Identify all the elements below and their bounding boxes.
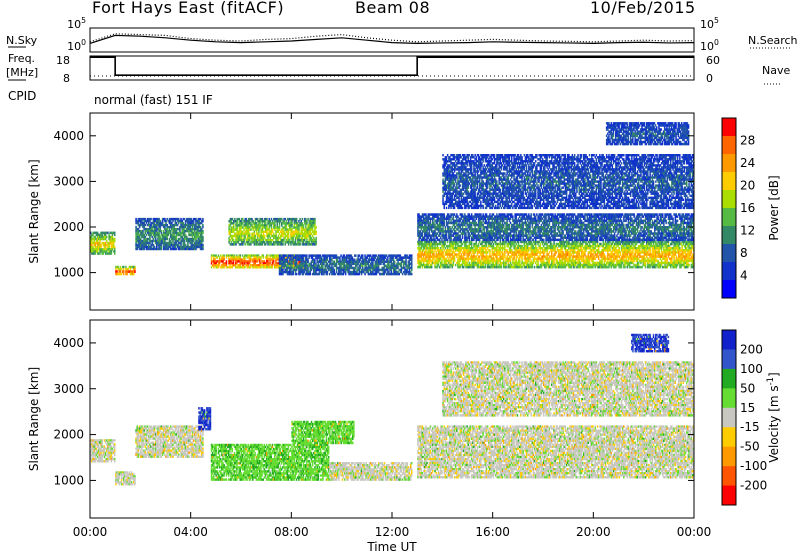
freq-panel-frame [90, 56, 694, 80]
power-cell [116, 270, 118, 273]
freq-left-tick-bottom: 8 [63, 72, 70, 85]
power-panel [90, 122, 694, 275]
power-cell [123, 268, 125, 271]
power-echo-region [228, 218, 317, 246]
power-cell [114, 240, 116, 243]
freq-right-tick-bottom: 0 [706, 72, 713, 85]
power-cell [202, 226, 204, 228]
freq-right-tick-top: 60 [706, 54, 720, 67]
freq-right-label: Nave [762, 64, 790, 77]
noise-panel-frame [90, 28, 694, 52]
noise-right-tick-bottom: 100 [700, 38, 719, 53]
series-n-sky [90, 35, 694, 43]
power-cell [272, 266, 274, 268]
power-cell [123, 270, 125, 273]
power-cell [202, 232, 204, 234]
power-cell [202, 240, 204, 242]
power-cell [134, 268, 136, 271]
power-cell [133, 273, 135, 276]
series-frequency [90, 57, 694, 75]
power-cell [166, 238, 168, 240]
power-cell [202, 248, 204, 250]
power-cell [150, 218, 152, 220]
freq-left-unit: [MHz] [6, 66, 38, 79]
noise-right-tick-top: 105 [700, 16, 719, 31]
power-cell [120, 270, 122, 273]
power-echo-region [90, 232, 116, 255]
power-cell [121, 273, 123, 276]
power-echo-region [135, 218, 203, 250]
power-cell [202, 220, 204, 222]
series-n-search [90, 34, 694, 42]
freq-left-label: Freq. [8, 52, 35, 65]
power-cell [126, 273, 128, 276]
noise-left-tick-bottom: 100 [67, 38, 86, 53]
noise-left-tick-top: 105 [67, 16, 86, 31]
cpid-mode-text: normal (fast) 151 IF [94, 93, 213, 107]
power-cell [106, 236, 108, 239]
power-cell [263, 256, 265, 258]
power-echo-region [115, 266, 136, 276]
freq-left-tick-top: 18 [56, 54, 70, 67]
cpid-label: CPID [8, 89, 36, 103]
power-cell [134, 270, 136, 273]
power-cell [114, 252, 116, 255]
power-cell [111, 252, 113, 255]
power-cell [161, 248, 163, 250]
noise-right-label: N.Search [748, 34, 798, 47]
noise-left-label: N.Sky [6, 34, 38, 47]
power-cell [223, 258, 225, 260]
power-cell [123, 273, 125, 276]
radar-summary-chart: N.Sky 105 100 105 100 N.Search Freq.[MHz] 18 8 60… [0, 0, 800, 554]
power-cell [114, 234, 116, 237]
